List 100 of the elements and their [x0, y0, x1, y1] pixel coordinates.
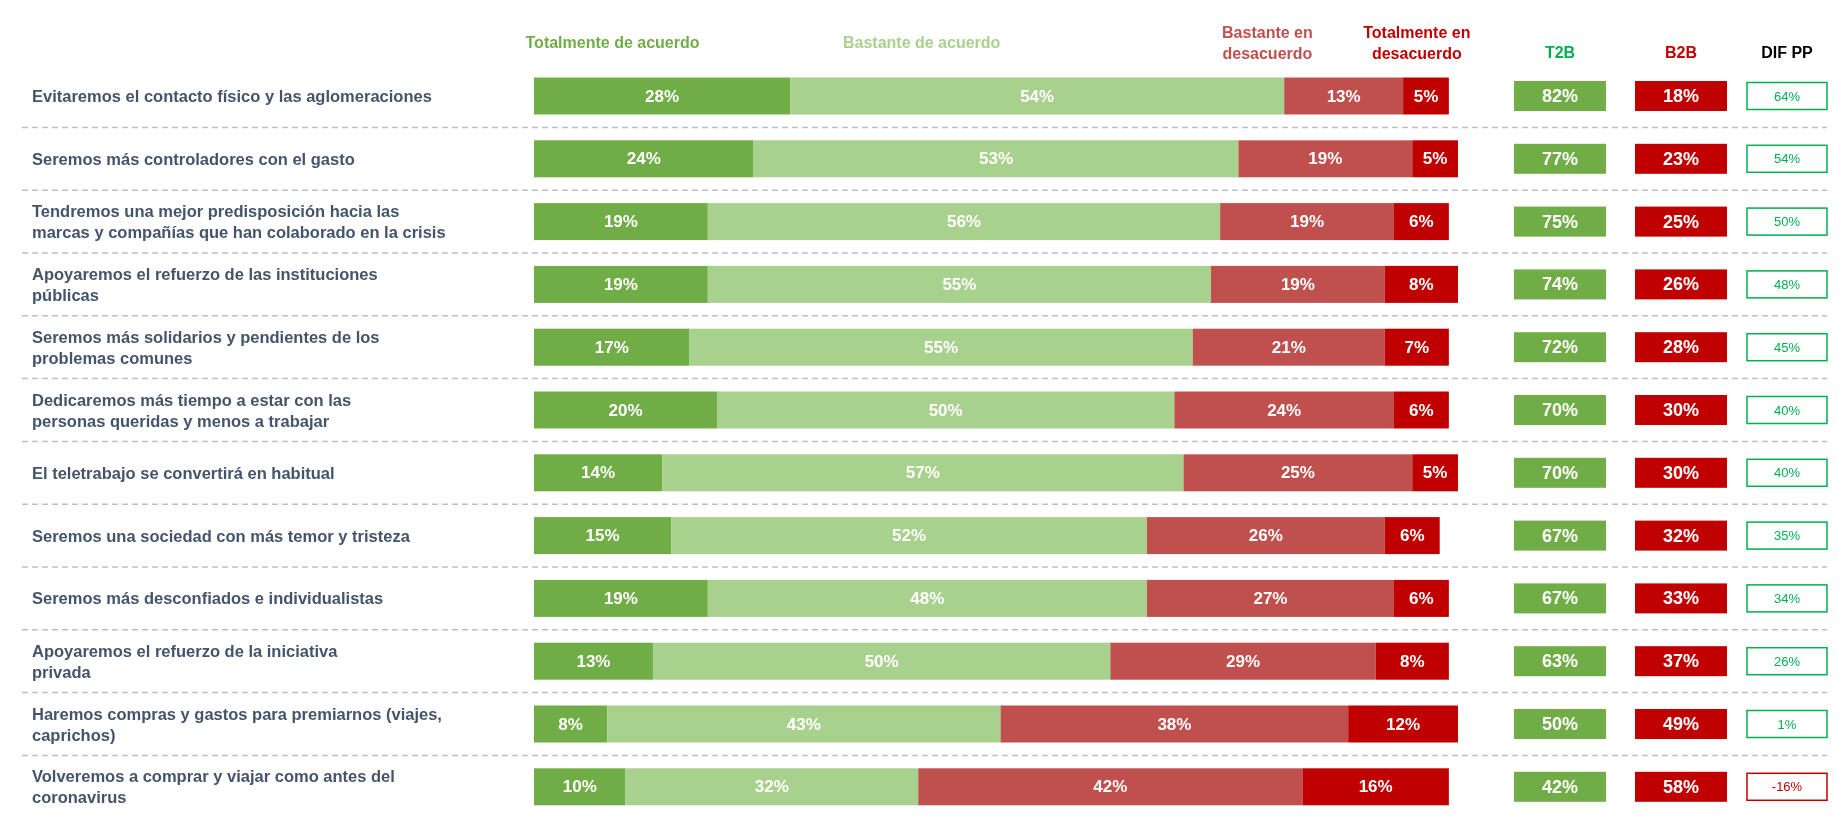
bar	[1302, 768, 1449, 806]
text: 70%	[1541, 400, 1579, 420]
bar	[1183, 454, 1413, 492]
text: 64%	[1773, 88, 1801, 104]
bar	[607, 705, 1001, 743]
series-label: Bastante de acuerdo	[842, 33, 1001, 51]
data-label: 15%	[585, 526, 620, 546]
text: 18%	[1662, 86, 1700, 106]
text: 67%	[1541, 525, 1579, 546]
bar	[753, 140, 1239, 178]
bar	[534, 265, 708, 303]
data-label: 55%	[942, 274, 977, 294]
data-label: 56%	[946, 212, 981, 232]
data-label: 8%	[558, 714, 583, 734]
bar	[790, 77, 1285, 115]
text: 42%	[1541, 776, 1579, 797]
data-label: 19%	[1280, 274, 1315, 294]
bar	[1146, 517, 1385, 555]
bar	[534, 203, 708, 241]
bar	[534, 579, 708, 617]
y-tick-label: Volveremos a comprar y viajar como antes del coronavirus	[32, 767, 395, 807]
text: 63%	[1541, 651, 1579, 672]
data-label: 38%	[1157, 714, 1192, 734]
data-label: 57%	[905, 463, 940, 483]
text: 34%	[1773, 590, 1801, 606]
text: 49%	[1662, 714, 1700, 734]
text: 58%	[1662, 776, 1700, 797]
bar	[689, 328, 1193, 366]
y-tick-label: Dedicaremos más tiempo a estar con las personas queridas y menos a trabajar	[32, 390, 352, 430]
y-tick-label: El teletrabajo se convertirá en habitual	[32, 463, 335, 482]
data-label: 16%	[1358, 777, 1393, 797]
text: 35%	[1773, 528, 1801, 544]
data-label: 24%	[1267, 400, 1302, 420]
text: 32%	[1662, 525, 1700, 546]
data-label: 19%	[603, 212, 638, 232]
text: 50%	[1541, 714, 1579, 734]
data-label: 21%	[1271, 337, 1306, 357]
text: 28%	[1662, 337, 1700, 358]
text: 45%	[1773, 339, 1801, 355]
bar	[1220, 203, 1394, 241]
data-label: 19%	[1290, 212, 1325, 232]
text: 48%	[1773, 276, 1801, 292]
data-label: 19%	[603, 588, 638, 608]
text: 67%	[1541, 588, 1579, 609]
bar	[534, 328, 690, 366]
data-label: 19%	[1308, 149, 1343, 169]
text: 54%	[1773, 151, 1801, 167]
bar	[534, 391, 717, 429]
data-label: 48%	[910, 588, 945, 608]
bar	[671, 517, 1147, 555]
text: 50%	[1773, 214, 1801, 230]
series-label: Bastante en desacuerdo	[1222, 23, 1313, 61]
data-label: 28%	[645, 86, 680, 106]
text: 37%	[1662, 651, 1700, 672]
bar	[1384, 328, 1449, 366]
data-label: 8%	[1409, 274, 1434, 294]
data-label: 26%	[1248, 526, 1283, 546]
bar	[1393, 203, 1449, 241]
bar	[1393, 579, 1449, 617]
text: 75%	[1541, 211, 1579, 232]
bar	[534, 140, 754, 178]
y-tick-label: Apoyaremos el refuerzo de la iniciativa privada	[32, 641, 339, 681]
text: 33%	[1662, 588, 1700, 609]
bar	[1238, 140, 1413, 178]
bar	[707, 579, 1147, 617]
data-label: 50%	[928, 400, 963, 420]
bar	[918, 768, 1303, 806]
data-label: 7%	[1404, 337, 1430, 357]
data-label: 5%	[1422, 463, 1448, 483]
text: -16%	[1771, 779, 1803, 795]
bar	[1375, 642, 1449, 680]
bar	[1146, 579, 1394, 617]
data-label: 50%	[864, 651, 899, 671]
bar	[534, 705, 608, 743]
data-label: 14%	[581, 463, 616, 483]
y-tick-label: Seremos una sociedad con más temor y tristeza	[32, 526, 411, 545]
y-tick-label: Seremos más solidarios y pendientes de los problemas comunes	[32, 327, 380, 367]
text: 25%	[1662, 211, 1700, 232]
data-label: 27%	[1253, 588, 1288, 608]
data-label: 17%	[594, 337, 629, 357]
bar	[716, 391, 1175, 429]
bar	[707, 265, 1211, 303]
text: 74%	[1541, 274, 1579, 295]
data-label: 42%	[1093, 777, 1128, 797]
text: 77%	[1541, 148, 1579, 169]
y-tick-label: Haremos compras y gastos para premiarnos (viajes, caprichos)	[32, 704, 442, 744]
bar	[652, 642, 1111, 680]
bar	[1284, 77, 1404, 115]
bar	[534, 642, 653, 680]
data-label: 29%	[1225, 651, 1261, 671]
text: 23%	[1662, 148, 1700, 169]
data-label: 6%	[1399, 526, 1425, 546]
bar	[662, 454, 1184, 492]
bar	[534, 454, 663, 492]
bar	[1393, 391, 1449, 429]
data-label: 20%	[608, 400, 643, 420]
text: 70%	[1541, 462, 1579, 483]
y-tick-label: Apoyaremos el refuerzo de las instituciones públicas	[32, 264, 378, 304]
text: B2B	[1664, 43, 1698, 61]
data-label: 24%	[626, 149, 661, 169]
